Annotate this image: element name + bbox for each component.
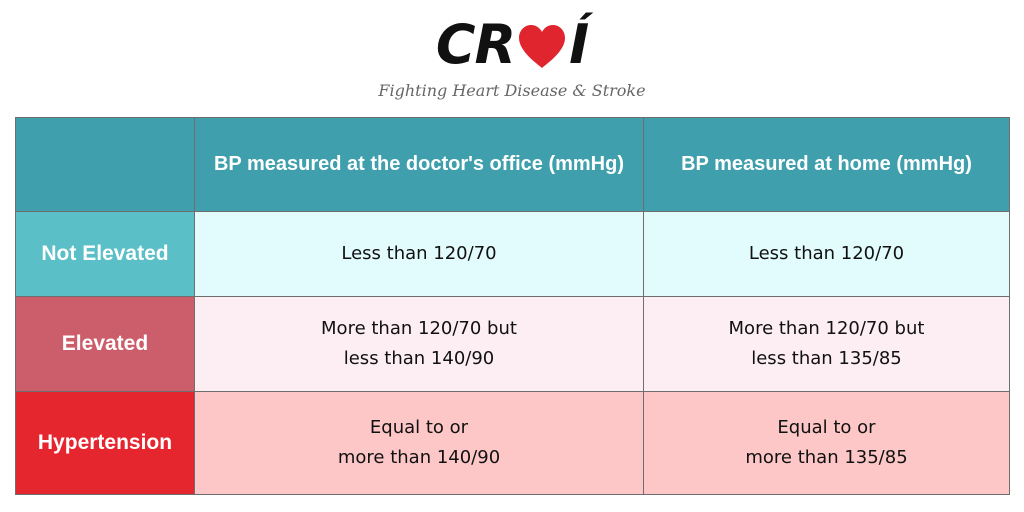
logo-text-right: Í (569, 13, 589, 76)
cell-line: less than 140/90 (343, 347, 495, 369)
table-row: Hypertension Equal to or more than 140/9… (15, 390, 1010, 496)
cell-line: Less than 120/70 (748, 242, 905, 264)
cell-line: less than 135/85 (751, 347, 902, 369)
table-row: Not Elevated Less than 120/70 Less than … (15, 210, 1010, 297)
header-corner (15, 117, 195, 212)
cell-line: Equal to or (777, 416, 876, 438)
office-cell-not-elevated: Less than 120/70 (194, 210, 644, 297)
logo: CR Í Fighting Heart Disease & Stroke (0, 14, 1024, 114)
cell-line: Less than 120/70 (341, 242, 497, 264)
cell-line: More than 120/70 but (728, 317, 925, 339)
row-label-not-elevated: Not Elevated (15, 210, 195, 297)
logo-text-left: CR (435, 13, 516, 76)
office-cell-hypertension: Equal to or more than 140/90 (194, 390, 644, 496)
cell-line: more than 135/85 (745, 446, 908, 468)
home-cell-not-elevated: Less than 120/70 (643, 210, 1010, 297)
heart-shape (519, 25, 566, 68)
heart-icon (519, 25, 566, 68)
cell-line: more than 140/90 (337, 446, 501, 468)
row-label-hypertension: Hypertension (15, 390, 195, 496)
office-cell-elevated: More than 120/70 but less than 140/90 (194, 295, 644, 392)
header-row: BP measured at the doctor's office (mmHg… (15, 117, 1010, 212)
header-office: BP measured at the doctor's office (mmHg… (194, 117, 644, 212)
logo-tagline: Fighting Heart Disease & Stroke (378, 81, 646, 100)
table-row: Elevated More than 120/70 but less than … (15, 295, 1010, 392)
home-cell-hypertension: Equal to or more than 135/85 (643, 390, 1010, 496)
row-label-elevated: Elevated (15, 295, 195, 392)
header-home: BP measured at home (mmHg) (643, 117, 1010, 212)
logo-wordmark: CR Í (0, 14, 1024, 82)
cell-line: Equal to or (369, 416, 469, 438)
home-cell-elevated: More than 120/70 but less than 135/85 (643, 295, 1010, 392)
bp-table: BP measured at the doctor's office (mmHg… (15, 117, 1010, 496)
cell-line: More than 120/70 but (321, 317, 517, 339)
